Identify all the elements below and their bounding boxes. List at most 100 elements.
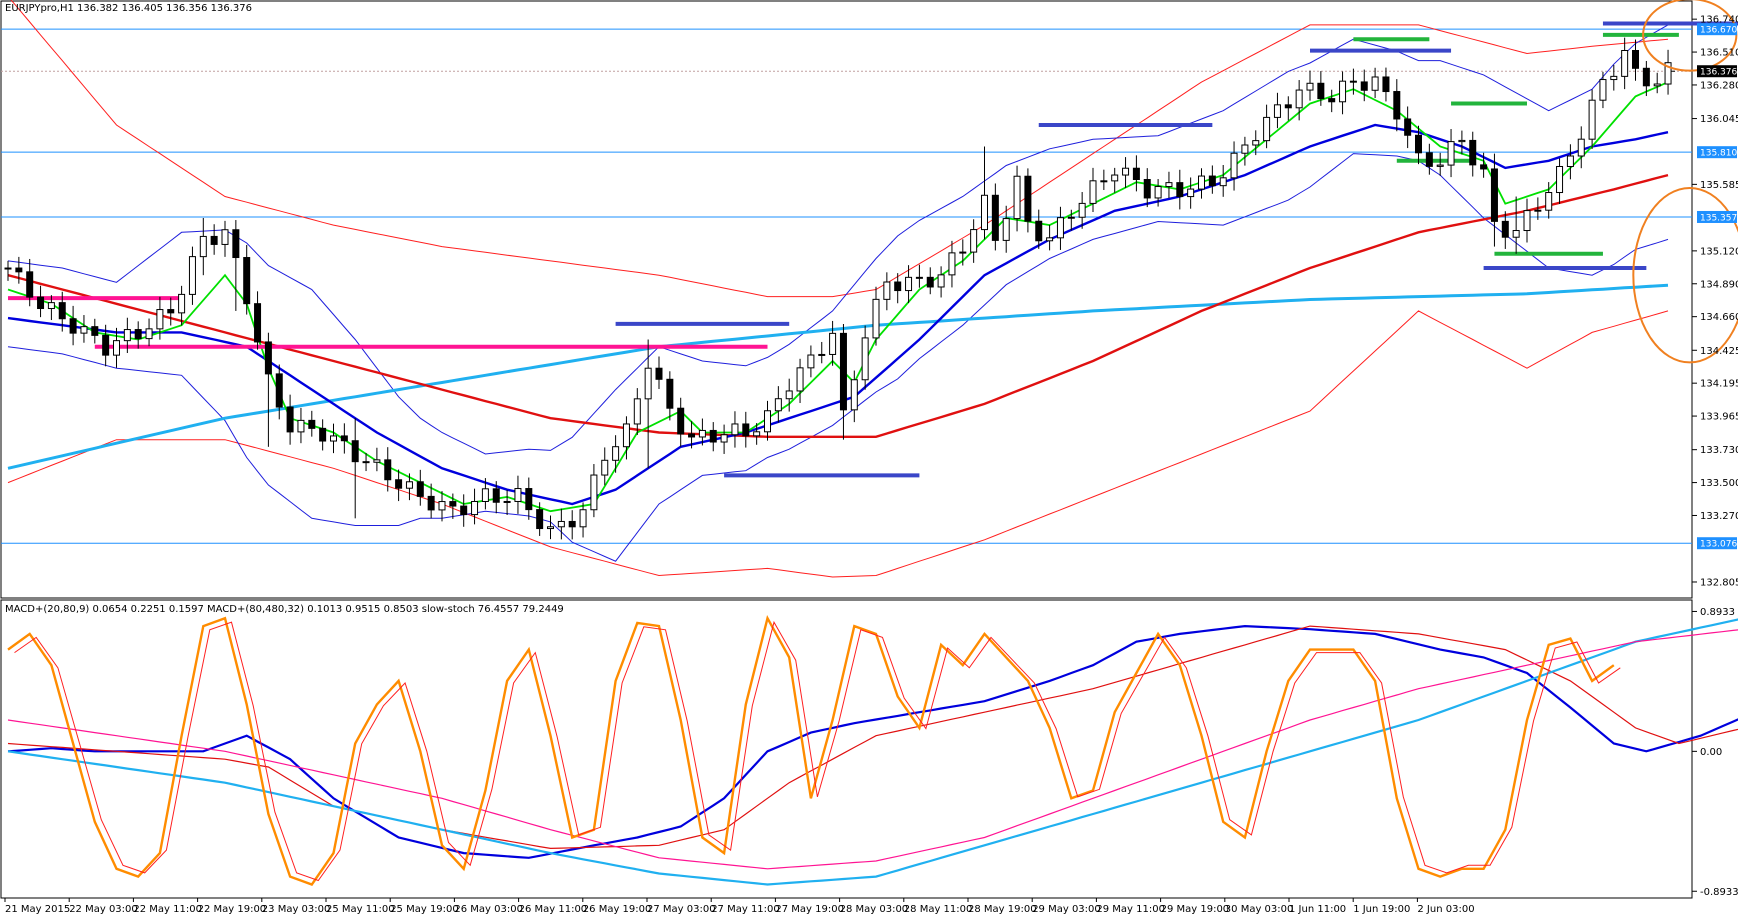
candle-body	[796, 367, 804, 392]
candle-body	[981, 194, 988, 231]
time-axis-label: 22 May 19:00	[198, 904, 267, 915]
candle-body	[1436, 164, 1444, 167]
level-price-box	[1697, 23, 1737, 36]
candle-body	[319, 427, 327, 442]
candle-body	[1187, 188, 1195, 198]
candle-body	[1317, 82, 1325, 100]
candle-body	[644, 367, 652, 400]
candle-body	[1545, 192, 1553, 211]
candle-body	[1469, 139, 1477, 166]
candle-body	[753, 431, 761, 437]
candle-body	[1371, 76, 1379, 91]
candle-body	[1653, 83, 1661, 87]
oscillator-line	[7, 618, 1738, 886]
candle-body	[1566, 155, 1574, 167]
candle-body	[1208, 175, 1216, 187]
time-axis-label: 27 May 19:00	[775, 904, 844, 915]
candle-body	[1512, 230, 1520, 238]
time-axis-label: 29 May 03:00	[1032, 904, 1101, 915]
candle-body	[1556, 165, 1564, 194]
candle-body	[1284, 104, 1292, 109]
candle-body	[1154, 186, 1162, 199]
price-axis-label: 133.730	[1700, 445, 1738, 456]
time-axis-label: 28 May 03:00	[840, 904, 909, 915]
level-price-label: 133.076	[1700, 540, 1737, 550]
candle-body	[373, 459, 381, 463]
candle-body	[1252, 140, 1260, 146]
macd-lines	[7, 618, 1738, 886]
candle-body	[47, 302, 55, 310]
price-panel[interactable]: EURJPYpro,H1 136.382 136.405 136.356 136…	[0, 0, 1738, 599]
candle-body	[1447, 141, 1455, 166]
time-axis-label: 29 May 19:00	[1161, 904, 1230, 915]
candle-body	[1078, 202, 1086, 218]
stoch-signal-line	[14, 620, 1621, 882]
candle-body	[1263, 116, 1271, 142]
stoch-main-line	[7, 614, 1615, 886]
candle-body	[1273, 104, 1281, 118]
candle-body	[416, 481, 424, 497]
candle-body	[1100, 180, 1108, 183]
candle-body	[612, 446, 620, 461]
candle-body	[1122, 167, 1130, 176]
candle-body	[547, 526, 554, 530]
oscillator-axis-label: -0.8933	[1700, 887, 1738, 898]
bb80-lower	[7, 310, 1669, 578]
candle-body	[829, 332, 837, 355]
candle-body	[883, 281, 891, 300]
candle-body	[123, 329, 131, 342]
candle-body	[264, 341, 272, 375]
candle-body	[1198, 175, 1205, 190]
level-price-box	[1697, 537, 1737, 550]
candle-body	[1219, 177, 1227, 187]
price-axis-label: 136.280	[1700, 80, 1738, 91]
oscillator-panel[interactable]: MACD+(20,80,9) 0.0654 0.2251 0.1597 MACD…	[0, 599, 1738, 899]
candle-body	[1143, 179, 1151, 199]
time-axis-label: 21 May 2015	[5, 904, 70, 915]
candle-body	[557, 520, 565, 528]
candle-body	[525, 488, 533, 511]
candle-body	[742, 423, 750, 437]
oscillator-line	[7, 625, 1738, 850]
candle-body	[275, 373, 283, 408]
time-axis-label: 22 May 03:00	[69, 904, 138, 915]
candle-body	[905, 276, 913, 292]
candle-body	[720, 434, 728, 443]
candle-body	[1230, 152, 1238, 179]
level-price-box	[1697, 146, 1737, 159]
candle-body	[362, 461, 370, 464]
candle-body	[69, 318, 77, 334]
candle-body	[1458, 139, 1466, 143]
candle-body	[1425, 152, 1433, 167]
price-axis-label: 136.045	[1700, 114, 1738, 125]
price-axis-label: 134.660	[1700, 312, 1738, 323]
time-axis-label: 1 Jun 11:00	[1289, 904, 1346, 915]
time-axis-label: 25 May 19:00	[390, 904, 459, 915]
candle-body	[405, 481, 413, 489]
candle-body	[330, 435, 337, 442]
bb80-upper	[10, 0, 1669, 298]
candle-body	[37, 296, 45, 310]
horizontal-levels	[1, 28, 1692, 544]
candle-body	[1002, 218, 1010, 241]
candle-body	[481, 488, 489, 502]
ma-mid-line	[7, 123, 1669, 506]
candle-body	[1165, 182, 1173, 188]
ma-fast-line	[7, 81, 1669, 513]
candle-body	[622, 423, 630, 448]
oscillator-axis: 0.8933 0.00 -0.8933	[1692, 607, 1738, 898]
candle-body	[1393, 91, 1401, 120]
candle-body	[1501, 220, 1509, 238]
candle-body	[915, 276, 923, 279]
time-axis-label: 22 May 11:00	[133, 904, 202, 915]
candle-body	[948, 252, 956, 276]
candle-body	[872, 298, 880, 339]
highlight-circle	[1632, 186, 1738, 364]
candle-body	[503, 500, 511, 503]
candle-body	[80, 326, 88, 334]
candle-body	[384, 459, 392, 481]
candle-body	[427, 495, 435, 511]
candle-body	[774, 398, 782, 412]
price-axis-label: 136.510	[1700, 48, 1738, 59]
